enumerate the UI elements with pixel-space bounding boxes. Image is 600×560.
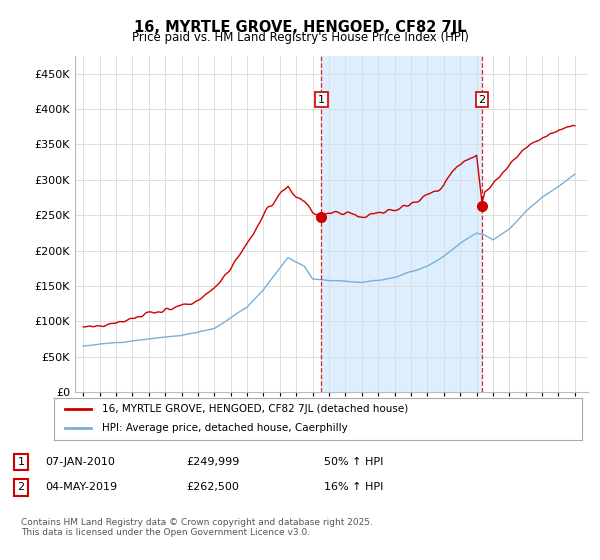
- Text: 07-JAN-2010: 07-JAN-2010: [45, 457, 115, 467]
- Text: 1: 1: [318, 95, 325, 105]
- Text: Contains HM Land Registry data © Crown copyright and database right 2025.
This d: Contains HM Land Registry data © Crown c…: [21, 518, 373, 538]
- Bar: [322, 56, 482, 392]
- Text: 50% ↑ HPI: 50% ↑ HPI: [324, 457, 383, 467]
- Text: 16% ↑ HPI: 16% ↑ HPI: [324, 482, 383, 492]
- Text: 16, MYRTLE GROVE, HENGOED, CF82 7JL (detached house): 16, MYRTLE GROVE, HENGOED, CF82 7JL (det…: [101, 404, 408, 414]
- Text: £249,999: £249,999: [186, 457, 239, 467]
- Text: 1: 1: [17, 457, 25, 467]
- Text: Price paid vs. HM Land Registry's House Price Index (HPI): Price paid vs. HM Land Registry's House …: [131, 31, 469, 44]
- Text: 16, MYRTLE GROVE, HENGOED, CF82 7JL: 16, MYRTLE GROVE, HENGOED, CF82 7JL: [134, 20, 466, 35]
- Text: £262,500: £262,500: [186, 482, 239, 492]
- Text: HPI: Average price, detached house, Caerphilly: HPI: Average price, detached house, Caer…: [101, 423, 347, 433]
- Text: 04-MAY-2019: 04-MAY-2019: [45, 482, 117, 492]
- Text: 2: 2: [479, 95, 485, 105]
- Text: 2: 2: [17, 482, 25, 492]
